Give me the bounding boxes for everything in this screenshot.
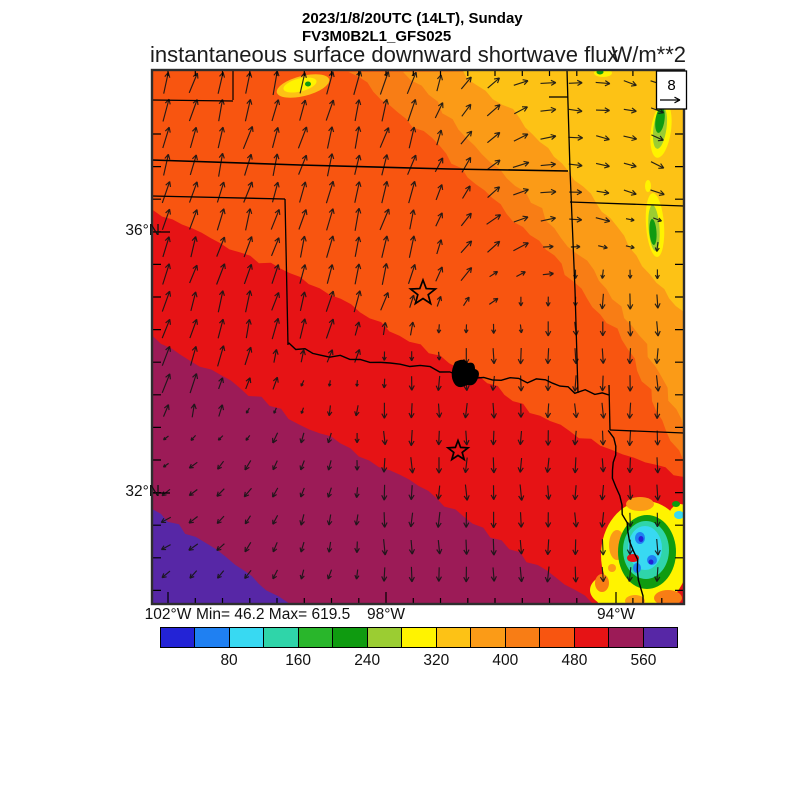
feature-blob [674, 511, 684, 519]
star-marker [408, 277, 438, 306]
feature-blob [649, 219, 657, 245]
colorbar-cell [333, 628, 368, 647]
lake-texoma [451, 359, 479, 388]
feature-blob [283, 77, 317, 93]
feature-blob [595, 574, 609, 592]
colorbar-cell [643, 628, 678, 647]
band-purple [152, 508, 290, 604]
minmax-label: Min= 46.2 Max= 619.5 [196, 606, 351, 623]
lon-tick-label: 98°W [366, 606, 406, 623]
band-maroon [152, 335, 593, 604]
colorbar-cell [402, 628, 437, 647]
colorbar-cell [298, 628, 334, 647]
feature-blob [654, 590, 682, 604]
colorbar-cell [540, 628, 575, 647]
border-100w [284, 198, 289, 346]
border-ks-mo-ok-ar [566, 70, 579, 394]
colorbar-cell [505, 628, 541, 647]
colorbar [160, 627, 678, 648]
band-gold [462, 70, 684, 312]
lat-tick-label: 32°N [125, 483, 160, 500]
colorbar-cell [264, 628, 299, 647]
border-tx-ar [608, 384, 611, 431]
colorbar-cell [436, 628, 472, 647]
feature-blob [672, 501, 680, 507]
plot-title: instantaneous surface downward shortwave… [150, 42, 619, 67]
colorbar-cell [195, 628, 230, 647]
border-panhandle-south [152, 195, 286, 200]
colorbar-tick-label: 480 [561, 652, 588, 669]
colorbar-cell [229, 628, 265, 647]
feature-blob [305, 81, 311, 87]
colorbar-cell [367, 628, 403, 647]
border-fragment-nw2 [152, 99, 234, 102]
colorbar-tick-label: 80 [220, 652, 238, 669]
colorbar-cell [574, 628, 610, 647]
border-kansas-oklahoma [152, 159, 569, 172]
colorbar-cell [161, 628, 196, 647]
feature-blob [645, 180, 651, 192]
map-frame [150, 68, 686, 606]
vector-reference-value: 8 [667, 77, 675, 94]
feature-blob [608, 564, 616, 572]
colorbar-cell [471, 628, 506, 647]
colorbar-tick-label: 160 [285, 652, 312, 669]
reference-arrow-icon [660, 96, 681, 104]
colorbar-tick-label: 400 [492, 652, 519, 669]
model-line: FV3M0B2L1_GFS025 [302, 28, 452, 45]
lon-tick-label: 102°W [144, 606, 192, 623]
feature-blob [628, 526, 662, 570]
feature-blob [597, 592, 627, 604]
feature-blob [655, 107, 665, 133]
vector-reference-box: 8 [655, 70, 688, 110]
wind-vector-field [160, 70, 665, 583]
feature-blob [638, 536, 644, 542]
lon-tick-label: 94°W [596, 606, 636, 623]
header-block: 2023/1/8/20UTC (14LT), Sunday FV3M0B2L1_… [302, 10, 523, 46]
feature-blob [626, 497, 654, 511]
feature-blob [648, 559, 654, 565]
star-marker [445, 438, 471, 462]
colorbar-cell [609, 628, 644, 647]
colorbar-tick-label: 240 [354, 652, 381, 669]
lat-tick-label: 36°N [125, 222, 160, 239]
datetime-line: 2023/1/8/20UTC (14LT), Sunday [302, 10, 523, 27]
units-label: W/m**2 [611, 42, 686, 67]
border-mo-ar [569, 201, 684, 207]
border-ar-la [609, 429, 684, 434]
colorbar-tick-label: 560 [630, 652, 657, 669]
border-tx-la [607, 429, 644, 604]
feature-blob [625, 595, 645, 604]
colorbar-tick-label: 320 [423, 652, 450, 669]
